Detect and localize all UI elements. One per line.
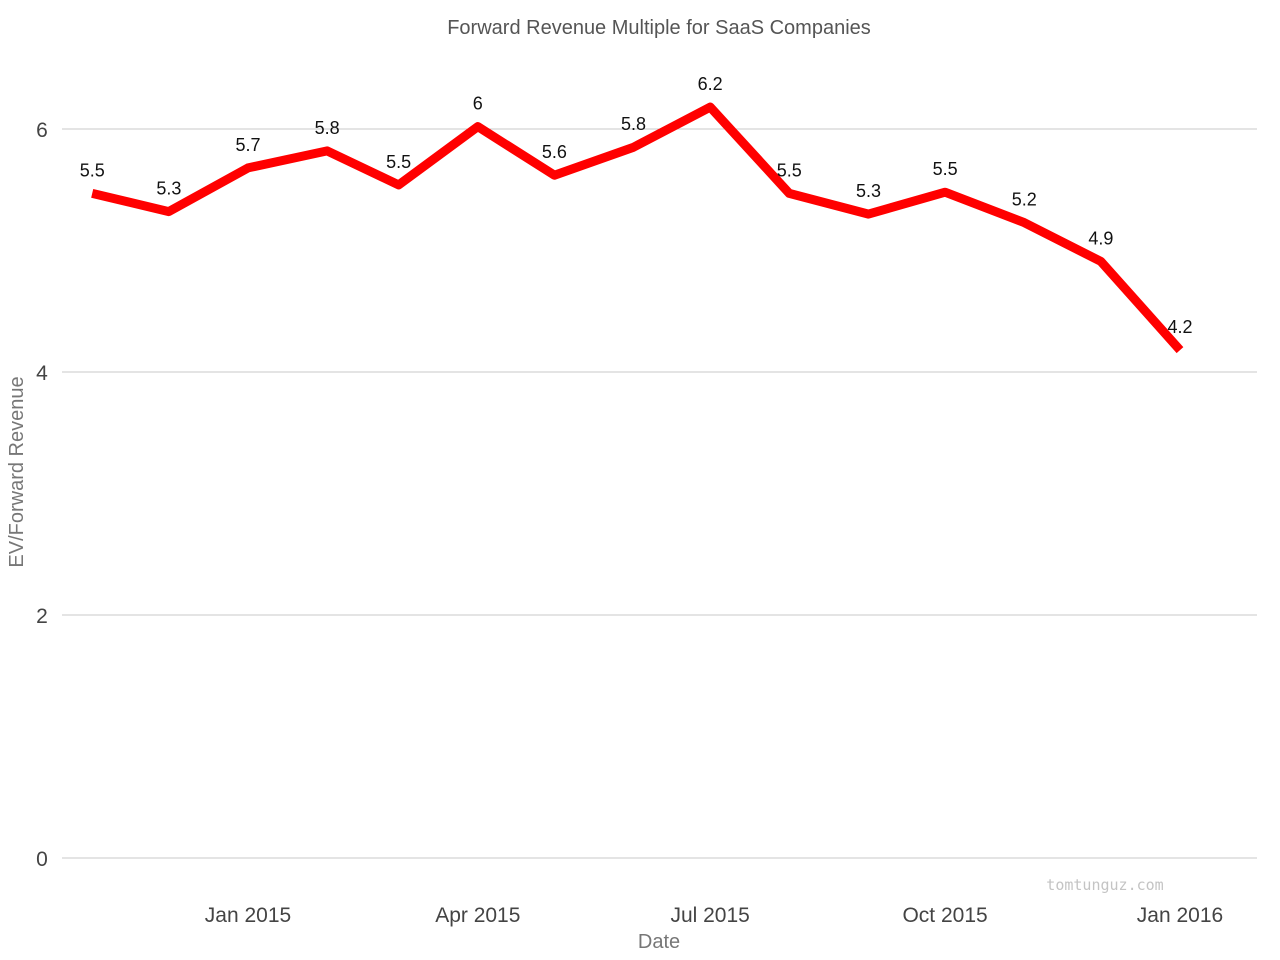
data-label: 5.6	[542, 142, 567, 162]
chart-title: Forward Revenue Multiple for SaaS Compan…	[447, 17, 871, 39]
y-tick-label: 0	[36, 848, 48, 871]
data-label: 6	[473, 94, 483, 114]
series-line	[91, 102, 1184, 354]
data-label: 4.2	[1167, 317, 1192, 337]
data-label: 5.5	[933, 159, 958, 179]
data-label: 5.5	[80, 160, 105, 180]
data-label: 5.5	[386, 152, 411, 172]
x-tick-label: Jan 2016	[1137, 904, 1223, 927]
x-tick-label: Apr 2015	[435, 904, 520, 927]
y-tick-label: 4	[36, 362, 48, 385]
data-label: 5.2	[1012, 190, 1037, 210]
data-labels: 5.5 5.3 5.7 5.8 5.5 6 5.6 5.8 6.2 5.5 5.3 5.5 5.2 4.9…	[80, 74, 1193, 337]
data-label: 5.7	[235, 135, 260, 155]
x-axis-label: Date	[638, 931, 680, 953]
data-label: 4.9	[1088, 228, 1113, 248]
x-tick-label: Oct 2015	[902, 904, 987, 927]
y-tick-label: 2	[36, 605, 48, 628]
x-tick-label: Jul 2015	[670, 904, 749, 927]
gridlines	[62, 128, 1257, 859]
data-label: 6.2	[698, 74, 723, 94]
x-axis-ticks: Jan 2015 Apr 2015 Jul 2015 Oct 2015 Jan 2016	[205, 904, 1223, 927]
data-label: 5.8	[621, 114, 646, 134]
series	[91, 102, 1184, 354]
y-tick-label: 6	[36, 119, 48, 142]
y-axis-ticks: 0 2 4 6	[36, 119, 48, 871]
data-label: 5.8	[315, 118, 340, 138]
data-label: 5.3	[156, 179, 181, 199]
data-label: 5.5	[777, 160, 802, 180]
watermark: tomtunguz.com	[1046, 876, 1163, 894]
y-axis-label: EV/Forward Revenue	[6, 376, 28, 567]
x-tick-label: Jan 2015	[205, 904, 291, 927]
data-label: 5.3	[856, 181, 881, 201]
